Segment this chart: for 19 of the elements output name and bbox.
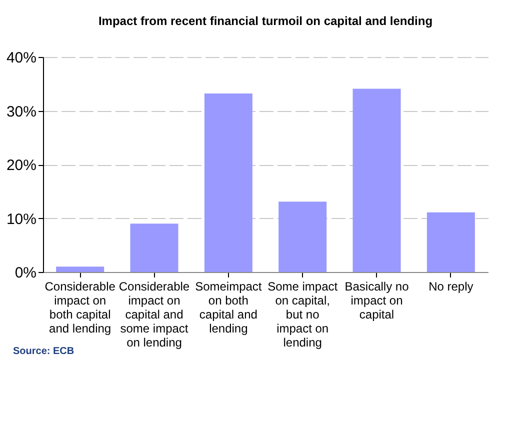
- x-tick-label: Some impact on capital, but no impact on lending: [268, 280, 338, 350]
- chart-title: Impact from recent financial turmoil on capital and lending: [98, 14, 433, 28]
- source-note: Source: ECB: [13, 346, 74, 357]
- bar: [278, 202, 327, 272]
- y-tick-label: 30%: [6, 103, 36, 120]
- bar: [130, 224, 178, 272]
- y-tick-label: 0%: [14, 264, 36, 282]
- bar: [352, 88, 401, 272]
- x-tick-label: Considerable impact on both capital and lending: [44, 280, 116, 336]
- x-tick-label: Basically no impact on capital: [344, 280, 410, 322]
- bar: [426, 212, 475, 272]
- y-tick-label: 10%: [6, 210, 36, 228]
- x-tick-label: Someimpact on both capital and lending: [195, 280, 262, 336]
- y-tick-label: 40%: [6, 50, 36, 66]
- y-tick-label: 20%: [6, 157, 36, 174]
- x-tick-label: Considerable impact on capital and some impact on lending: [118, 280, 190, 350]
- bar: [56, 266, 104, 272]
- bar: [204, 94, 252, 272]
- x-tick-label: No reply: [428, 280, 474, 294]
